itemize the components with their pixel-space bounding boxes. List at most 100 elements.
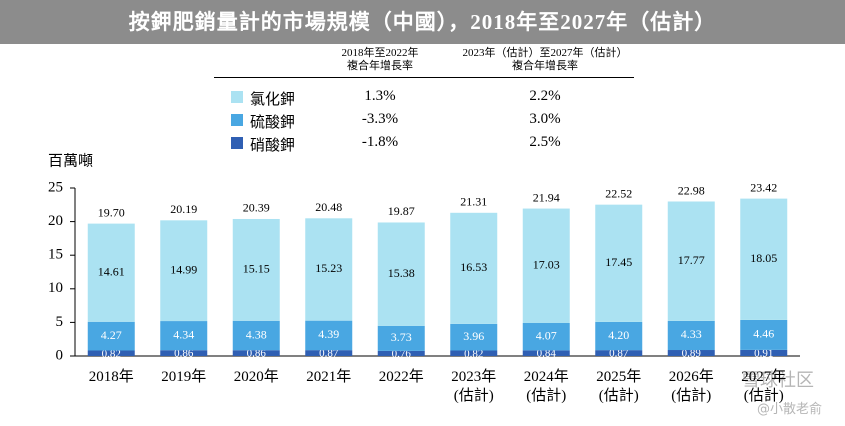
x-tick-label: 2027年 (估計) <box>741 369 787 404</box>
legend-swatch <box>231 91 243 103</box>
x-tick-label: 2026年 (估計) <box>668 369 714 404</box>
legend-label: 硝酸鉀 <box>250 138 296 154</box>
total-label: 21.94 <box>533 190 560 204</box>
bar-segment <box>522 208 570 324</box>
legend-swatch <box>231 114 243 126</box>
x-tick-label: 2025年 (估計) <box>596 369 642 404</box>
y-tick-label: 15 <box>48 247 63 263</box>
bar-segment <box>450 350 498 356</box>
bar-segment <box>595 204 643 322</box>
bar-segment <box>232 218 280 321</box>
table-header: 2018年至2022年 複合年增長率 <box>341 47 419 72</box>
bar-segment <box>595 350 643 356</box>
bar-segment <box>377 325 425 351</box>
table-cell: 2.2% <box>529 88 561 104</box>
value-label: 0.86 <box>174 348 194 360</box>
value-label: 0.76 <box>392 348 412 360</box>
total-label: 22.52 <box>605 186 632 200</box>
value-label: 4.07 <box>536 328 557 342</box>
bar-segment <box>232 350 280 356</box>
value-label: 15.23 <box>315 261 342 275</box>
legend-label: 硫酸鉀 <box>250 115 296 131</box>
bar-segment <box>232 320 280 351</box>
bar-segment <box>450 323 498 351</box>
table-cell: 1.3% <box>364 88 396 104</box>
total-label: 20.19 <box>170 202 197 216</box>
value-label: 17.45 <box>605 255 632 269</box>
x-tick-label: 2019年 <box>161 369 207 385</box>
value-label: 4.38 <box>246 327 267 341</box>
table-cell: -3.3% <box>361 111 399 127</box>
bar-segment <box>667 350 715 356</box>
value-label: 17.77 <box>678 253 705 267</box>
value-label: 3.73 <box>391 330 412 344</box>
value-label: 4.46 <box>753 327 774 341</box>
watermark: @小散老俞 <box>757 402 823 417</box>
bar-segment <box>522 350 570 356</box>
total-label: 19.70 <box>98 205 125 219</box>
bar-segment <box>377 350 425 356</box>
total-label: 19.87 <box>388 204 415 218</box>
value-label: 4.33 <box>681 327 702 341</box>
value-label: 16.53 <box>460 260 487 274</box>
bar-segment <box>87 223 135 322</box>
total-label: 21.31 <box>460 195 487 209</box>
legend-swatch <box>231 137 243 149</box>
value-label: 15.38 <box>388 266 415 280</box>
bar-segment <box>87 350 135 356</box>
x-tick-label: 2022年 <box>378 369 424 385</box>
value-label: 17.03 <box>533 258 560 272</box>
table-cell: 3.0% <box>529 111 561 127</box>
bar-segment <box>740 349 788 356</box>
bar-segment <box>740 319 788 350</box>
bar-segment <box>160 321 208 351</box>
bar-segment <box>305 320 353 351</box>
legend-label: 氯化鉀 <box>250 92 296 108</box>
bar-segment <box>87 321 135 351</box>
value-label: 0.89 <box>682 348 702 360</box>
value-label: 0.84 <box>537 348 557 360</box>
total-label: 23.42 <box>750 180 777 194</box>
value-label: 0.87 <box>609 348 629 360</box>
value-label: 0.82 <box>464 348 483 360</box>
total-label: 22.98 <box>678 183 705 197</box>
x-tick-label: 2020年 <box>233 369 279 385</box>
bar-segment <box>305 350 353 356</box>
value-label: 0.82 <box>102 348 121 360</box>
y-tick-label: 20 <box>48 213 63 229</box>
total-label: 20.39 <box>243 201 270 215</box>
value-label: 14.61 <box>98 264 125 278</box>
bar-segment <box>740 198 788 320</box>
bar-segment <box>305 218 353 321</box>
value-label: 18.05 <box>750 251 777 265</box>
table-cell: -1.8% <box>361 134 399 150</box>
value-label: 4.27 <box>101 328 122 342</box>
total-label: 20.48 <box>315 200 342 214</box>
bar-segment <box>377 222 425 326</box>
bar-segment <box>667 201 715 321</box>
value-label: 0.86 <box>247 348 267 360</box>
bar-segment <box>160 220 208 322</box>
value-label: 0.87 <box>319 348 339 360</box>
bar-segment <box>667 320 715 351</box>
y-tick-label: 5 <box>56 314 64 330</box>
x-tick-label: 2018年 <box>88 369 134 385</box>
x-tick-label: 2023年 (估計) <box>451 369 497 404</box>
x-tick-label: 2021年 <box>306 369 352 385</box>
value-label: 3.96 <box>463 329 484 343</box>
value-label: 14.99 <box>170 262 197 276</box>
x-tick-label: 2024年 (估計) <box>523 369 569 404</box>
bar-segment <box>160 350 208 356</box>
table-header: 2023年（估計）至2027年（估計） 複合年增長率 <box>462 47 628 72</box>
table-rule <box>214 77 634 78</box>
y-axis-label: 百萬噸 <box>48 152 93 169</box>
table-cell: 2.5% <box>529 134 561 150</box>
title: 按鉀肥銷量計的市場規模（中國），2018年至2027年（估計） <box>0 0 845 44</box>
bar-segment <box>595 321 643 351</box>
y-tick-label: 0 <box>56 347 64 363</box>
watermark: 雪球社区 <box>742 370 814 391</box>
value-label: 4.34 <box>173 327 194 341</box>
y-tick-label: 10 <box>48 280 63 296</box>
